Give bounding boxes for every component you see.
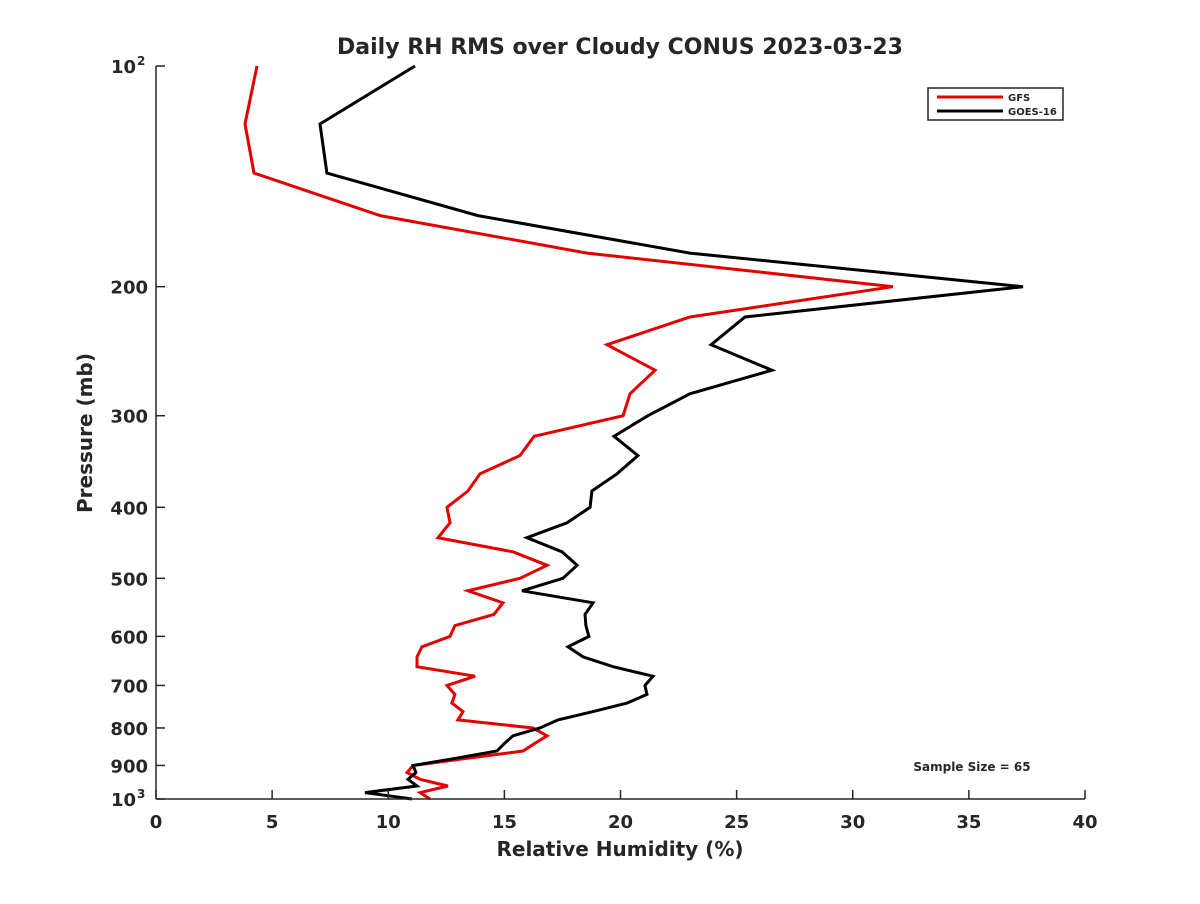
x-tick-label: 30 (840, 812, 865, 833)
y-tick-label: 300 (110, 407, 148, 428)
y-tick-label: 600 (110, 627, 148, 648)
legend: GFS GOES-16 (927, 87, 1064, 121)
legend-label-goes16: GOES-16 (1008, 107, 1057, 118)
y-tick-exponent: 3 (137, 787, 145, 801)
y-tick-label: 500 (110, 569, 148, 590)
x-tick-label: 35 (956, 812, 981, 833)
x-axis-label: Relative Humidity (%) (496, 837, 743, 861)
legend-box (927, 87, 1064, 121)
y-tick-label: 400 (110, 498, 148, 519)
y-tick-label: 200 (110, 278, 148, 299)
y-axis-label: Pressure (mb) (73, 353, 97, 513)
y-tick-label: 10 (111, 790, 136, 811)
x-tick-label: 20 (608, 812, 633, 833)
y-tick-label: 10 (111, 57, 136, 78)
x-tick-label: 5 (266, 812, 279, 833)
series-line-gfs (243, 65, 894, 801)
y-tick-label: 700 (110, 676, 148, 697)
x-tick-label: 40 (1072, 812, 1097, 833)
x-tick-label: 25 (724, 812, 749, 833)
x-ticks: 0 5 10 15 20 25 30 35 40 (150, 790, 1098, 833)
series-line-goes16 (318, 64, 1024, 801)
y-tick-exponent: 2 (137, 54, 145, 68)
series-layer (243, 64, 1024, 801)
x-tick-label: 0 (150, 812, 163, 833)
sample-size-annotation: Sample Size = 65 (913, 760, 1030, 774)
legend-label-gfs: GFS (1008, 93, 1030, 104)
y-tick-label: 900 (110, 756, 148, 777)
x-tick-label: 15 (492, 812, 517, 833)
chart-title: Daily RH RMS over Cloudy CONUS 2023-03-2… (337, 35, 903, 60)
x-tick-label: 10 (376, 812, 401, 833)
y-tick-label: 800 (110, 719, 148, 740)
